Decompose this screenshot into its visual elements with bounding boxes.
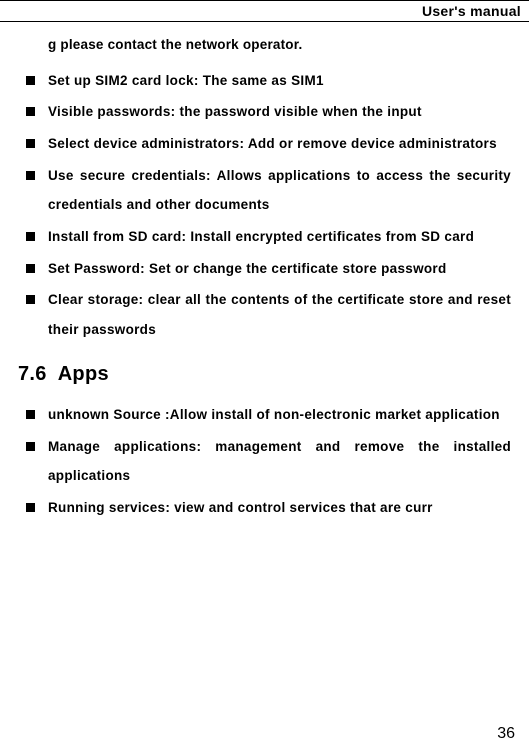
section-heading-apps: 7.6 Apps (18, 363, 511, 386)
bullet-list-apps: unknown Source :Allow install of non-ele… (18, 400, 511, 523)
section-title: Apps (58, 363, 109, 385)
list-item: Set up SIM2 card lock: The same as SIM1 (18, 66, 511, 96)
list-item: Install from SD card: Install encrypted … (18, 222, 511, 252)
list-item: Clear storage: clear all the contents of… (18, 285, 511, 344)
bullet-list-security: Set up SIM2 card lock: The same as SIM1 … (18, 66, 511, 345)
list-item: Set Password: Set or change the certific… (18, 254, 511, 284)
list-item: Use secure credentials: Allows applicati… (18, 161, 511, 220)
list-item: Manage applications: management and remo… (18, 432, 511, 491)
list-item: Visible passwords: the password visible … (18, 97, 511, 127)
list-item: Select device administrators: Add or rem… (18, 129, 511, 159)
list-item: unknown Source :Allow install of non-ele… (18, 400, 511, 430)
page-number: 36 (497, 725, 515, 743)
continuation-text: g please contact the network operator. (48, 32, 511, 58)
list-item: Running services: view and control servi… (18, 493, 511, 523)
section-number: 7.6 (18, 363, 47, 385)
page-header: User's manual (0, 0, 529, 22)
header-title: User's manual (422, 3, 521, 19)
page-content: g please contact the network operator. S… (0, 32, 529, 525)
